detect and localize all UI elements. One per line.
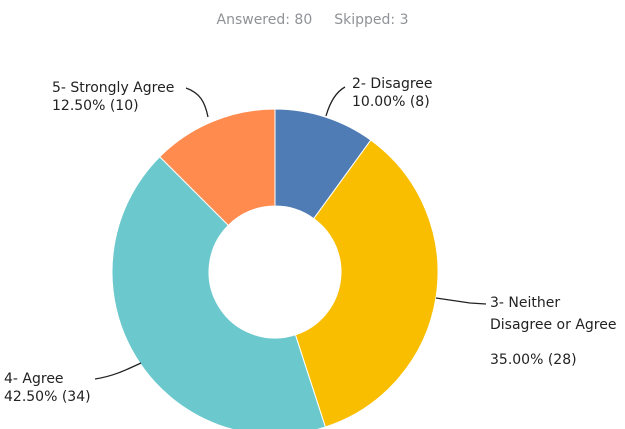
label-4-agree: 4- Agree: [4, 371, 64, 387]
label-3-neither-disagree-or-agree-line2: Disagree or Agree: [490, 317, 616, 333]
value-label-2-disagree: 10.00% (8): [352, 94, 430, 110]
label-5-strongly-agree: 5- Strongly Agree: [52, 80, 174, 96]
leader-line-2-disagree: [325, 86, 346, 117]
slice-4-agree[interactable]: [111, 156, 327, 429]
leader-line-5-strongly-agree: [185, 87, 209, 118]
leader-line-4-agree: [94, 362, 142, 380]
label-2-disagree: 2- Disagree: [352, 76, 433, 92]
label-3-neither-disagree-or-agree-line1: 3- Neither: [490, 295, 560, 311]
skipped-count: Skipped: 3: [334, 12, 409, 28]
slice-3-neither-disagree-or-agree[interactable]: [294, 139, 439, 428]
value-label-3-neither-disagree-or-agree: 35.00% (28): [490, 352, 577, 368]
leader-line-3-neither-disagree-or-agree: [435, 297, 487, 305]
slice-5-strongly-agree[interactable]: [159, 108, 276, 227]
answered-count: Answered: 80: [216, 12, 313, 28]
response-summary: Answered: 80 Skipped: 3: [0, 12, 625, 28]
value-label-5-strongly-agree: 12.50% (10): [52, 98, 139, 114]
value-label-4-agree: 42.50% (34): [4, 389, 91, 405]
